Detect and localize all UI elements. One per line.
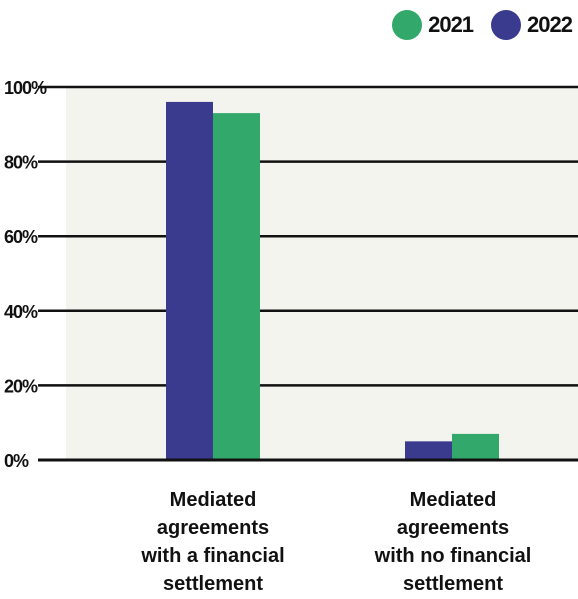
bar-2021-category-2 xyxy=(452,433,499,460)
y-tick-label-20: 20% xyxy=(4,376,38,396)
bar-2021-category-1 xyxy=(213,113,260,461)
legend-label-2022: 2022 xyxy=(527,12,573,37)
plot-background xyxy=(66,87,578,460)
y-tick-label-80: 80% xyxy=(4,153,38,173)
chart-legend: 2021 2022 xyxy=(374,10,573,40)
category-label-financial-settlement: Mediated agreements with a financial set… xyxy=(141,489,285,595)
y-tick-label-40: 40% xyxy=(4,302,38,322)
bar-2022-category-2 xyxy=(405,441,452,460)
legend-swatch-2022 xyxy=(491,10,522,40)
category-label-no-financial-settlement: Mediated agreements with no financial se… xyxy=(374,489,532,595)
legend-item-2021: 2021 xyxy=(392,10,474,40)
y-tick-label-0: 0% xyxy=(4,451,29,471)
legend-label-2021: 2021 xyxy=(428,12,474,37)
bar-2022-category-1 xyxy=(166,101,213,461)
y-tick-label-100: 100% xyxy=(4,78,47,98)
legend-item-2022: 2022 xyxy=(491,10,573,40)
legend-swatch-2021 xyxy=(392,10,423,40)
y-tick-label-60: 60% xyxy=(4,227,38,247)
